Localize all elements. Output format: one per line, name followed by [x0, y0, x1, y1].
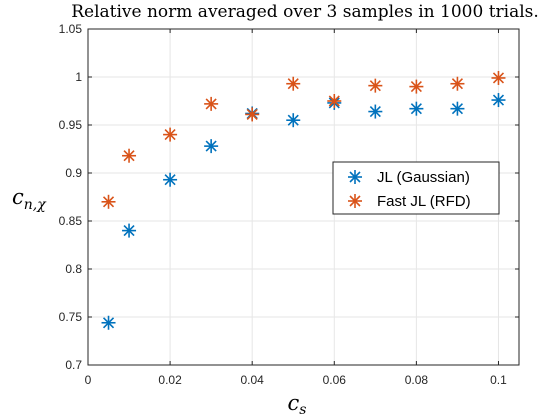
legend-label-fast-jl-rfd: Fast JL (RFD) [377, 193, 471, 210]
data-point [368, 104, 383, 119]
series-1 [101, 70, 506, 209]
data-point [409, 79, 424, 94]
x-tick-label: 0.1 [490, 373, 507, 387]
legend-marker-fast-jl-rfd [348, 194, 362, 208]
data-point [491, 70, 506, 85]
x-tick-label: 0 [85, 373, 92, 387]
data-point [163, 172, 178, 187]
legend-star-icon [348, 194, 362, 208]
data-point [204, 96, 219, 111]
y-axis-label-main: c [12, 185, 24, 209]
legend-label-jl-gaussian: JL (Gaussian) [377, 169, 470, 186]
data-point [122, 148, 137, 163]
data-point [101, 194, 116, 209]
x-tick-label: 0.08 [405, 373, 429, 387]
data-point [163, 127, 178, 142]
data-point [286, 113, 301, 128]
data-point [286, 76, 301, 91]
y-tick-label: 0.85 [59, 214, 83, 228]
x-axis-label-subscript: s [299, 402, 306, 417]
legend-star-icon [348, 170, 362, 184]
data-point [122, 223, 137, 238]
y-tick-label: 0.9 [65, 166, 82, 180]
y-tick-label: 0.75 [59, 310, 83, 324]
x-axis-ticks: 0 0.02 0.04 0.06 0.08 0.1 [85, 29, 507, 387]
x-axis-label-main: c [288, 391, 300, 415]
x-axis-label: cs [288, 391, 307, 417]
x-tick-label: 0.04 [241, 373, 265, 387]
y-tick-label: 1.05 [59, 22, 83, 36]
data-point [204, 139, 219, 154]
x-tick-label: 0.06 [323, 373, 347, 387]
chart-title: Relative norm averaged over 3 samples in… [71, 2, 539, 22]
y-tick-label: 0.8 [65, 262, 82, 276]
y-axis-label-subscript: n,𝜒 [24, 197, 47, 213]
plot-frame [87, 28, 520, 366]
data-point [409, 101, 424, 116]
y-tick-label: 0.95 [59, 118, 83, 132]
y-tick-label: 0.7 [65, 358, 82, 372]
legend-box [332, 161, 500, 215]
data-point [491, 93, 506, 108]
data-point [327, 94, 342, 108]
y-tick-label: 1 [75, 70, 82, 84]
data-point [368, 78, 383, 93]
legend: JL (Gaussian) Fast JL (RFD) [332, 161, 500, 215]
data-point [450, 101, 465, 116]
data-point [450, 76, 465, 91]
data-point [101, 315, 116, 330]
x-tick-label: 0.02 [158, 373, 182, 387]
y-axis-ticks: 0.7 0.75 0.8 0.85 0.9 0.95 1 1.05 [59, 22, 519, 372]
data-points [101, 70, 506, 330]
legend-marker-jl-gaussian [348, 170, 362, 184]
data-point [245, 107, 260, 122]
y-axis-label: cn,𝜒 [12, 185, 47, 213]
